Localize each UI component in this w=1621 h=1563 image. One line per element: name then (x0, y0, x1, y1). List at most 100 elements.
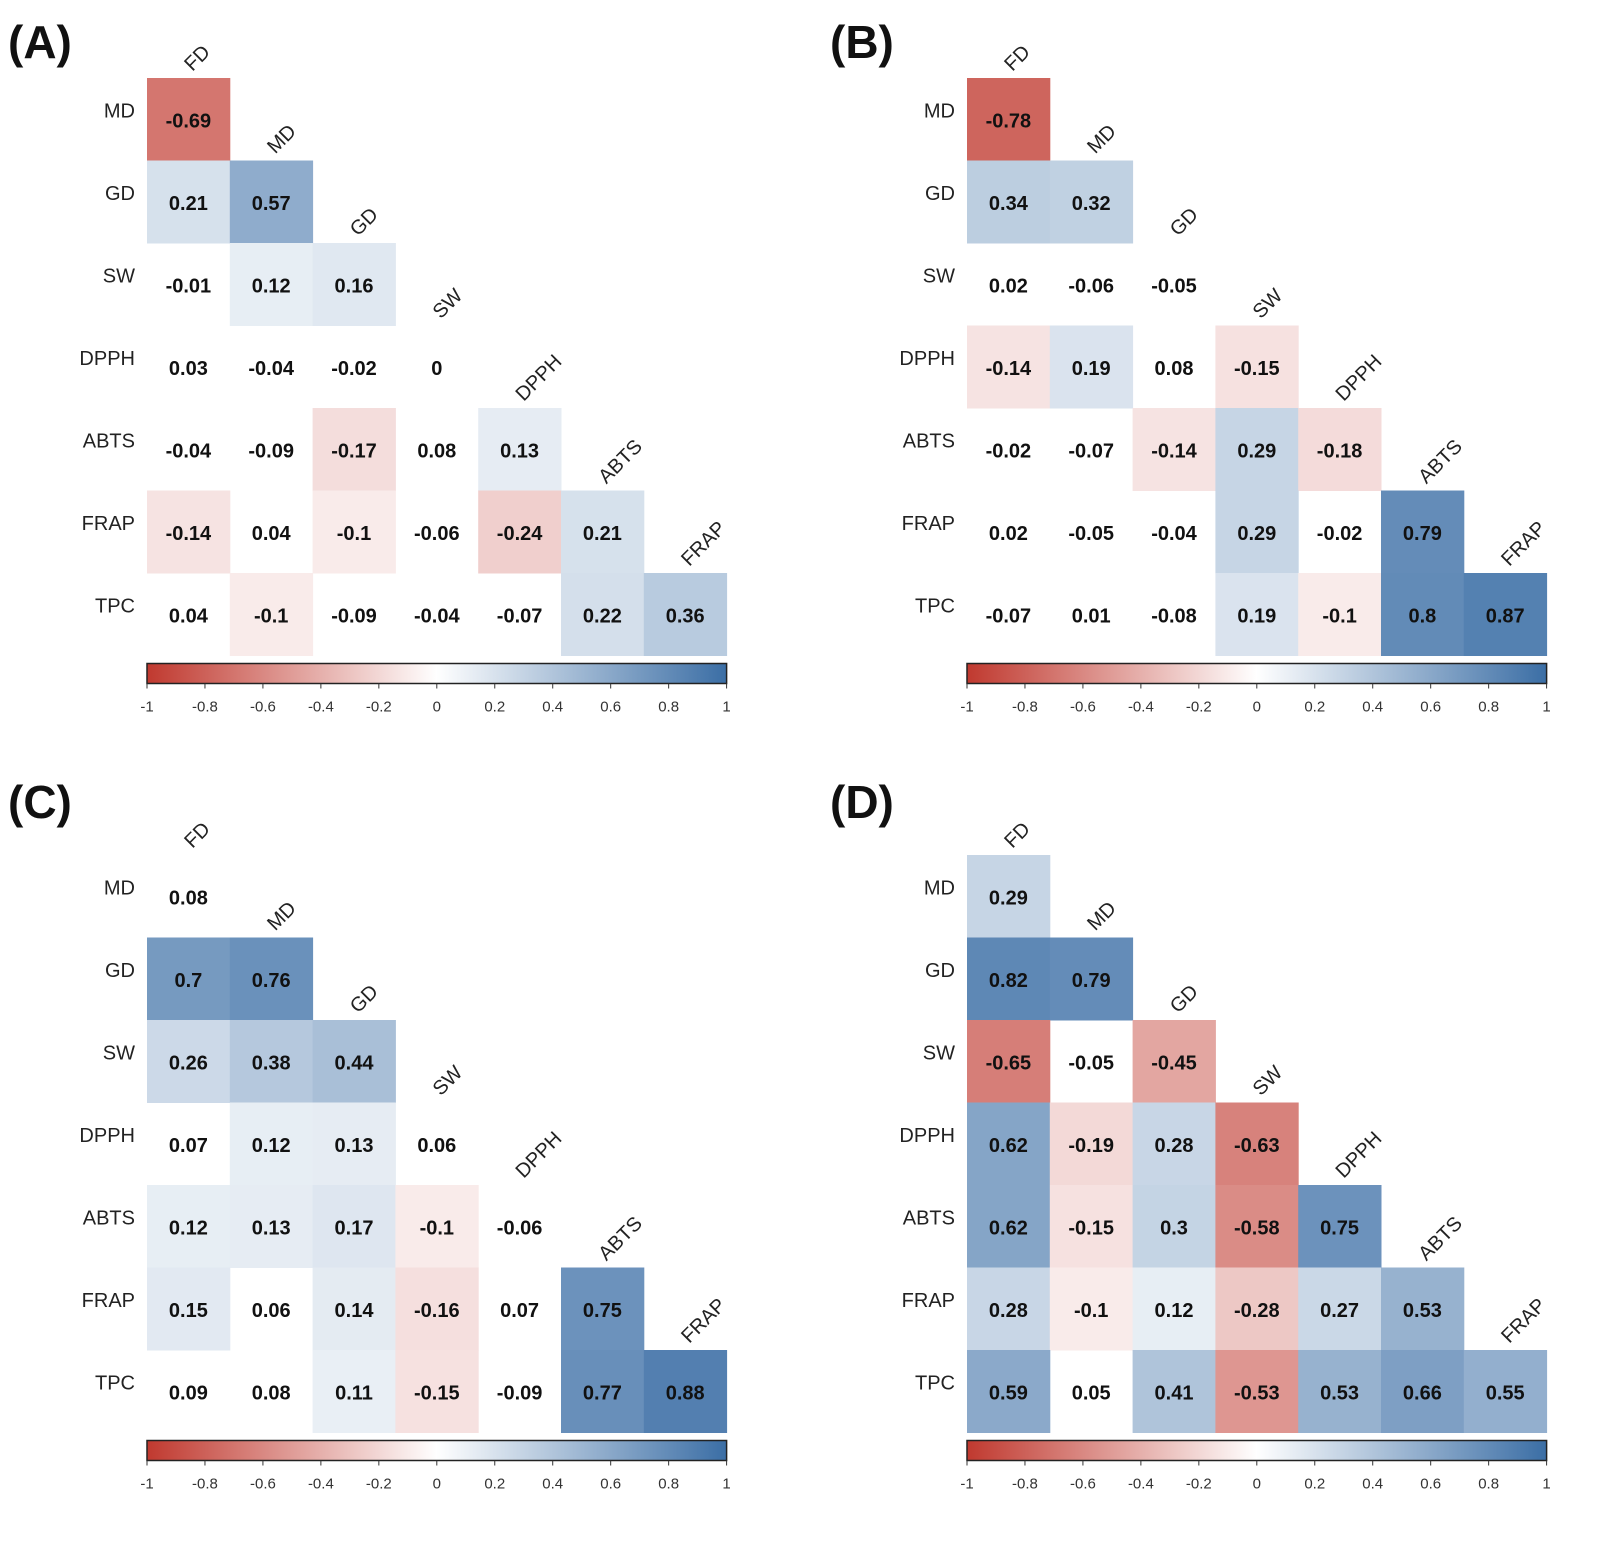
row-label: GD (105, 183, 135, 205)
cell-value-label: -0.02 (1317, 523, 1363, 545)
row-label: MD (104, 100, 135, 122)
cell-value-label: 0.62 (989, 1135, 1028, 1157)
column-label: ABTS (1414, 1213, 1467, 1266)
row-label: TPC (915, 1372, 955, 1394)
colorbar-tick-label: -0.2 (1186, 699, 1212, 716)
heatmap-cell (643, 1350, 728, 1433)
heatmap-cell (312, 1020, 396, 1103)
cell-value-label: -0.07 (1068, 440, 1114, 462)
panel-3: (D) 0.29 0.82 0.79 -0.65 -0.05 -0.45 0.62 -0.19 0… (830, 776, 1551, 1493)
column-label: MD (263, 120, 301, 158)
cell-value-label: -0.1 (1074, 1300, 1108, 1322)
heatmap-cell (1381, 573, 1465, 656)
heatmap-cell (1381, 1350, 1465, 1433)
cell-value-label: 0.07 (500, 1300, 539, 1322)
cell-value-label: 0.22 (583, 605, 622, 627)
row-label: SW (923, 265, 955, 287)
heatmap-cell (967, 78, 1051, 161)
colorbar-tick-label: 0.6 (600, 699, 621, 716)
colorbar-tick-label: 0 (433, 699, 441, 716)
column-label: MD (263, 897, 301, 935)
colorbar-tick-label: -0.2 (366, 699, 392, 716)
heatmap-cell (1298, 573, 1382, 656)
cell-value-label: -0.05 (1151, 275, 1197, 297)
column-label: FRAP (677, 1294, 730, 1347)
column-label: ABTS (594, 1213, 647, 1266)
cell-value-label: -0.17 (331, 440, 377, 462)
cell-value-label: 0.53 (1403, 1300, 1442, 1322)
cell-value-label: 0.55 (1486, 1382, 1525, 1404)
colorbar-tick-label: -0.4 (308, 699, 334, 716)
cell-value-label: 0.19 (1237, 605, 1276, 627)
heatmap-cell (1381, 1267, 1465, 1351)
cell-value-label: -0.09 (248, 440, 294, 462)
cell-value-label: -0.14 (986, 358, 1032, 380)
cell-value-label: 0.13 (252, 1217, 291, 1239)
row-label: FRAP (902, 1290, 955, 1312)
colorbar-tick-label: 0.2 (484, 1476, 505, 1493)
row-label: TPC (95, 595, 135, 617)
heatmap-cell (1049, 160, 1134, 244)
cell-value-label: 0.12 (252, 275, 291, 297)
cell-value-label: -0.28 (1234, 1300, 1280, 1322)
heatmap-cell (1049, 1267, 1134, 1351)
row-label: SW (103, 265, 135, 287)
heatmap-cell (967, 1185, 1051, 1268)
heatmap-cell (147, 937, 231, 1021)
heatmap-cell (1298, 1267, 1382, 1351)
cell-value-label: 0.13 (335, 1135, 374, 1157)
colorbar-tick-label: -0.6 (250, 699, 276, 716)
colorbar-tick-label: 0.4 (542, 1476, 563, 1493)
column-label: GD (346, 204, 383, 241)
heatmap-cell (1049, 937, 1134, 1021)
cell-value-label: -0.15 (414, 1382, 460, 1404)
heatmap-cell (395, 1267, 479, 1351)
cell-value-label: 0.26 (169, 1052, 208, 1074)
cell-value-label: -0.45 (1151, 1052, 1197, 1074)
heatmap-cell (1463, 573, 1548, 656)
cell-value-label: 0.76 (252, 970, 291, 992)
heatmap-cell (1215, 408, 1299, 491)
column-label: FD (1000, 818, 1034, 852)
column-label: GD (346, 981, 383, 1018)
cell-value-label: 0.06 (417, 1135, 456, 1157)
heatmap-cell (1215, 1267, 1299, 1351)
cell-value-label: 0.08 (252, 1382, 291, 1404)
cell-value-label: 0.08 (417, 440, 456, 462)
heatmap-cell (1132, 1020, 1216, 1103)
cell-value-label: 0.08 (169, 887, 208, 909)
cell-value-label: -0.09 (497, 1382, 543, 1404)
cell-value-label: -0.04 (1151, 523, 1197, 545)
cell-value-label: 0.36 (666, 605, 705, 627)
cell-value-label: -0.08 (1151, 605, 1197, 627)
cell-value-label: -0.19 (1068, 1135, 1114, 1157)
row-label: FRAP (82, 1290, 135, 1312)
colorbar-tick-label: 0.8 (658, 699, 679, 716)
cell-value-label: 0.16 (335, 275, 374, 297)
cell-value-label: -0.15 (1234, 358, 1280, 380)
colorbar-tick-label: -0.8 (192, 1476, 218, 1493)
cell-value-label: 0.87 (1486, 605, 1525, 627)
cell-value-label: 0.29 (1237, 440, 1276, 462)
colorbar-tick-label: -1 (140, 699, 153, 716)
colorbar-tick-label: 1 (722, 1476, 730, 1493)
panel-0: (A)-0.690.21 0.57-0.01 0.12 0.160.03 -0.04 -0… (8, 16, 731, 716)
cell-value-label: 0.08 (1155, 358, 1194, 380)
cell-value-label: -0.65 (986, 1052, 1032, 1074)
cell-value-label: -0.78 (986, 110, 1032, 132)
column-label: MD (1083, 120, 1121, 158)
cell-value-label: -0.14 (166, 523, 212, 545)
heatmap-cell (967, 937, 1051, 1021)
heatmap-cell (967, 1102, 1051, 1186)
row-label: DPPH (79, 348, 135, 370)
cell-value-label: -0.18 (1317, 440, 1363, 462)
row-label: ABTS (903, 430, 955, 452)
column-label: FRAP (1497, 1294, 1550, 1347)
column-label: FD (180, 41, 214, 75)
column-label: FRAP (1497, 517, 1550, 570)
column-label: FRAP (677, 517, 730, 570)
panel-2: (C) 0.08 0.7 0.76 0.26 0.38 0.44 0.07 0.12 0.13 0.… (8, 776, 731, 1493)
cell-value-label: 0.44 (335, 1052, 375, 1074)
cell-value-label: -0.14 (1151, 440, 1197, 462)
